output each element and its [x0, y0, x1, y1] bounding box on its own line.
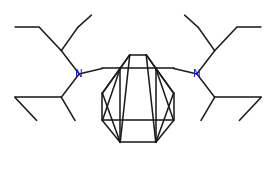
Text: N: N	[193, 69, 201, 79]
Text: N: N	[75, 69, 83, 79]
